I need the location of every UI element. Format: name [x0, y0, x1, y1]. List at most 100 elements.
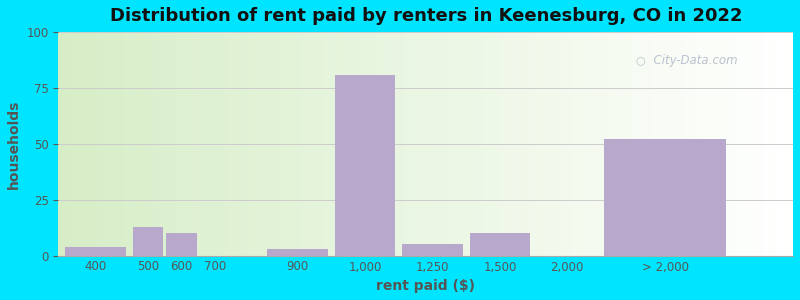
- Bar: [102, 32, 110, 256]
- Bar: [705, 32, 712, 256]
- Bar: [81, 32, 88, 256]
- Bar: [610, 32, 617, 256]
- Bar: [206, 32, 213, 256]
- Bar: [492, 32, 499, 256]
- Bar: [301, 32, 308, 256]
- Bar: [132, 32, 139, 256]
- Bar: [580, 32, 587, 256]
- Bar: [139, 32, 146, 256]
- Bar: [558, 32, 566, 256]
- Bar: [742, 32, 749, 256]
- Bar: [58, 32, 66, 256]
- Bar: [470, 233, 530, 256]
- Bar: [514, 32, 522, 256]
- Bar: [477, 32, 485, 256]
- Bar: [604, 140, 726, 256]
- Bar: [267, 249, 328, 256]
- Bar: [499, 32, 506, 256]
- Bar: [162, 32, 169, 256]
- Bar: [668, 32, 675, 256]
- Text: City-Data.com: City-Data.com: [646, 54, 738, 68]
- Bar: [183, 32, 190, 256]
- Bar: [338, 32, 345, 256]
- Bar: [146, 32, 154, 256]
- Bar: [66, 32, 73, 256]
- Bar: [154, 32, 162, 256]
- Y-axis label: households: households: [7, 99, 21, 188]
- Bar: [778, 32, 786, 256]
- Bar: [587, 32, 594, 256]
- Bar: [573, 32, 580, 256]
- Bar: [698, 32, 705, 256]
- Bar: [125, 32, 132, 256]
- Bar: [190, 32, 198, 256]
- Bar: [95, 32, 102, 256]
- Bar: [522, 32, 529, 256]
- Bar: [88, 32, 95, 256]
- Bar: [426, 32, 433, 256]
- Bar: [66, 247, 126, 256]
- Bar: [536, 32, 543, 256]
- Bar: [73, 32, 81, 256]
- Bar: [602, 32, 610, 256]
- Bar: [264, 32, 271, 256]
- Bar: [382, 32, 389, 256]
- Bar: [213, 32, 220, 256]
- Bar: [133, 226, 163, 256]
- Bar: [308, 32, 315, 256]
- Bar: [234, 32, 242, 256]
- Bar: [360, 32, 367, 256]
- Bar: [749, 32, 756, 256]
- Bar: [411, 32, 418, 256]
- Bar: [712, 32, 719, 256]
- Bar: [550, 32, 558, 256]
- Bar: [374, 32, 382, 256]
- Bar: [661, 32, 668, 256]
- Bar: [624, 32, 631, 256]
- Bar: [242, 32, 250, 256]
- Bar: [271, 32, 279, 256]
- Bar: [631, 32, 638, 256]
- Bar: [402, 244, 463, 256]
- Bar: [166, 233, 197, 256]
- Bar: [756, 32, 764, 256]
- Bar: [257, 32, 264, 256]
- Bar: [675, 32, 683, 256]
- Bar: [220, 32, 227, 256]
- Bar: [506, 32, 514, 256]
- Bar: [462, 32, 470, 256]
- Bar: [279, 32, 286, 256]
- Bar: [198, 32, 206, 256]
- Bar: [771, 32, 778, 256]
- Title: Distribution of rent paid by renters in Keenesburg, CO in 2022: Distribution of rent paid by renters in …: [110, 7, 742, 25]
- Bar: [727, 32, 734, 256]
- Bar: [786, 32, 793, 256]
- Bar: [690, 32, 698, 256]
- Bar: [719, 32, 727, 256]
- Bar: [330, 32, 338, 256]
- Bar: [566, 32, 573, 256]
- Bar: [734, 32, 742, 256]
- Bar: [455, 32, 462, 256]
- Bar: [334, 74, 395, 256]
- Bar: [594, 32, 602, 256]
- Bar: [227, 32, 234, 256]
- X-axis label: rent paid ($): rent paid ($): [376, 279, 475, 293]
- Bar: [441, 32, 448, 256]
- Bar: [323, 32, 330, 256]
- Bar: [389, 32, 396, 256]
- Bar: [617, 32, 624, 256]
- Bar: [250, 32, 257, 256]
- Bar: [367, 32, 374, 256]
- Bar: [418, 32, 426, 256]
- Text: ○: ○: [635, 56, 645, 65]
- Bar: [315, 32, 323, 256]
- Bar: [352, 32, 360, 256]
- Bar: [404, 32, 411, 256]
- Bar: [176, 32, 183, 256]
- Bar: [529, 32, 536, 256]
- Bar: [110, 32, 118, 256]
- Bar: [169, 32, 176, 256]
- Bar: [638, 32, 646, 256]
- Bar: [646, 32, 654, 256]
